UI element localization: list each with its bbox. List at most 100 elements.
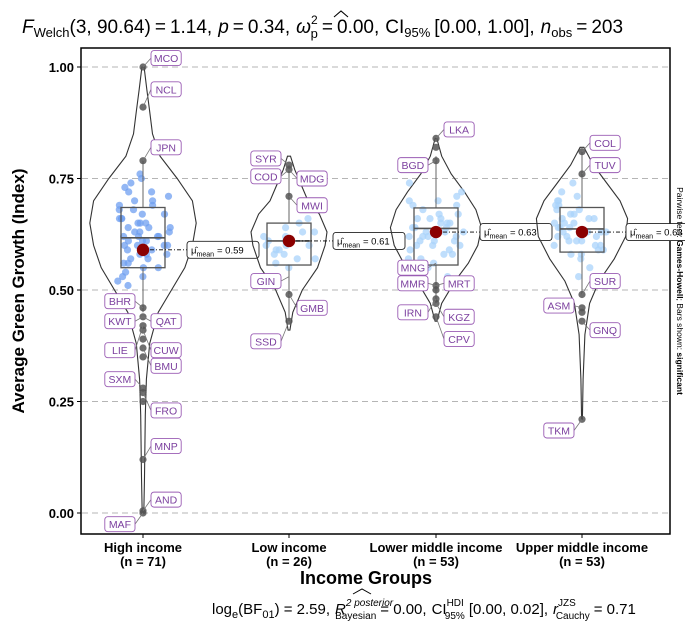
mean-label-symbol: μ̂ <box>484 228 491 239</box>
data-point-2-18 <box>409 201 417 209</box>
label-leader-1-2 <box>288 169 298 179</box>
point-label-0-0: MCO <box>154 53 179 65</box>
title-ci-label: CI <box>385 17 404 38</box>
mean-label-value: = 0.61 <box>363 236 390 247</box>
x-tick-label-1: Low income <box>251 540 326 555</box>
data-point-3-14 <box>550 241 558 249</box>
y-axis-title: Average Green Growth (Index) <box>9 169 28 414</box>
point-label-1-3: MWI <box>301 200 323 212</box>
y-tick-label-0: 0.00 <box>49 506 74 521</box>
title-effect-hat <box>333 10 349 18</box>
title-stat-sub: Welch <box>34 25 70 40</box>
data-point-1-17 <box>272 246 280 254</box>
label-leader-0-4 <box>134 316 144 322</box>
label-leader-3-5 <box>573 419 583 431</box>
mean-label-sub: mean <box>489 234 507 241</box>
label-box-0-10 <box>150 402 182 419</box>
label-box-0-6 <box>104 342 136 359</box>
title-n-sub: obs <box>551 25 572 40</box>
point-label-1-4: GIN <box>257 276 276 288</box>
data-point-3-39 <box>575 273 583 281</box>
title-n-label: n <box>541 17 552 38</box>
title-effect-sup: 2 <box>311 13 318 27</box>
point-label-0-10: FRO <box>155 405 177 417</box>
label-leader-1-0 <box>280 158 290 166</box>
data-point-2-39 <box>405 232 413 241</box>
label-box-0-11 <box>150 438 182 455</box>
data-point-3-8 <box>570 219 578 227</box>
label-box-0-0 <box>150 50 182 67</box>
data-point-0-21 <box>114 277 122 285</box>
data-point-0-15 <box>124 224 132 232</box>
y-tick-label-1: 0.25 <box>49 395 74 410</box>
data-point-0-42 <box>115 215 124 223</box>
data-point-2-13 <box>458 188 466 196</box>
mean-label-0: μ̂mean = 0.59 <box>191 245 244 258</box>
label-leader-3-4 <box>581 320 591 331</box>
data-point-2-23 <box>430 237 438 245</box>
x-tick-count-3: (n = 53) <box>559 554 605 569</box>
label-leader-0-6 <box>134 325 144 351</box>
data-point-3-29 <box>565 237 573 245</box>
label-box-1-3 <box>296 197 328 214</box>
title-n-value: 203 <box>591 17 623 38</box>
data-point-0-50 <box>153 232 162 241</box>
subtitle-cauchy-symbol: r <box>553 601 559 618</box>
group-3: COL TUV SUR ASM GNQ TKM μ̂mean = 0.63 <box>535 134 685 439</box>
outlier-point-1-0 <box>285 317 293 325</box>
point-label-1-6: SSD <box>255 336 277 348</box>
x-tick-label-2: Lower middle income <box>370 540 503 555</box>
group-1: SYR COD MDG MWI GIN GMB SSD μ̂mean = 0.61 <box>250 150 406 350</box>
point-label-3-0: COL <box>594 138 616 150</box>
data-point-0-8 <box>144 255 152 263</box>
subtitle-cauchy-sub: Cauchy <box>556 611 590 622</box>
data-point-2-22 <box>437 215 445 223</box>
label-leader-1-6 <box>280 321 290 342</box>
data-point-2-9 <box>426 215 434 223</box>
x-tick-label-3: Upper middle income <box>516 540 648 555</box>
label-box-0-4 <box>104 313 136 330</box>
plot-panel <box>80 47 671 535</box>
label-leader-0-7 <box>142 329 152 351</box>
label-leader-0-1 <box>142 89 152 108</box>
data-point-0-52 <box>119 273 127 281</box>
label-leader-2-1 <box>427 160 437 166</box>
title-effect-value: 0.00 <box>337 17 374 38</box>
label-leader-2-5 <box>427 298 437 313</box>
data-point-2-12 <box>419 206 427 214</box>
label-leader-3-3 <box>573 305 583 309</box>
data-point-3-12 <box>558 188 566 196</box>
subtitle-bf-text: log <box>212 601 232 618</box>
label-box-3-5 <box>543 422 575 439</box>
label-leader-3-0 <box>581 142 591 153</box>
label-box-2-2 <box>397 259 429 276</box>
data-point-0-20 <box>121 183 129 191</box>
right-caption-plain: Pairwise test: <box>675 187 685 240</box>
label-box-2-1 <box>397 157 429 174</box>
label-leader-2-6 <box>435 303 445 317</box>
data-point-0-18 <box>142 237 150 245</box>
data-point-0-53 <box>123 246 132 254</box>
data-point-0-10 <box>127 179 135 187</box>
label-box-1-5 <box>296 299 328 316</box>
label-leader-0-13 <box>134 512 144 525</box>
mean-label-value: = 0.59 <box>217 245 244 256</box>
point-label-2-2: MNG <box>401 263 426 275</box>
data-point-0-19 <box>138 210 146 218</box>
right-caption-bold2: significant <box>675 352 685 395</box>
point-label-0-6: LIE <box>112 345 128 357</box>
data-point-3-31 <box>554 224 562 232</box>
data-point-2-25 <box>448 250 456 258</box>
data-point-1-1 <box>260 232 268 241</box>
point-label-0-2: JPN <box>156 142 176 154</box>
point-label-0-9: SXM <box>109 374 132 386</box>
data-point-2-29 <box>413 241 421 249</box>
label-leader-0-10 <box>142 392 152 411</box>
subtitle-ci-value: [0.00, 0.02], <box>469 601 548 618</box>
subtitle-bf-args: (BF <box>238 601 262 618</box>
box-1 <box>266 222 312 266</box>
title-p-label: p <box>217 17 229 38</box>
point-label-3-4: GNQ <box>593 325 617 337</box>
data-point-2-33 <box>453 201 461 209</box>
